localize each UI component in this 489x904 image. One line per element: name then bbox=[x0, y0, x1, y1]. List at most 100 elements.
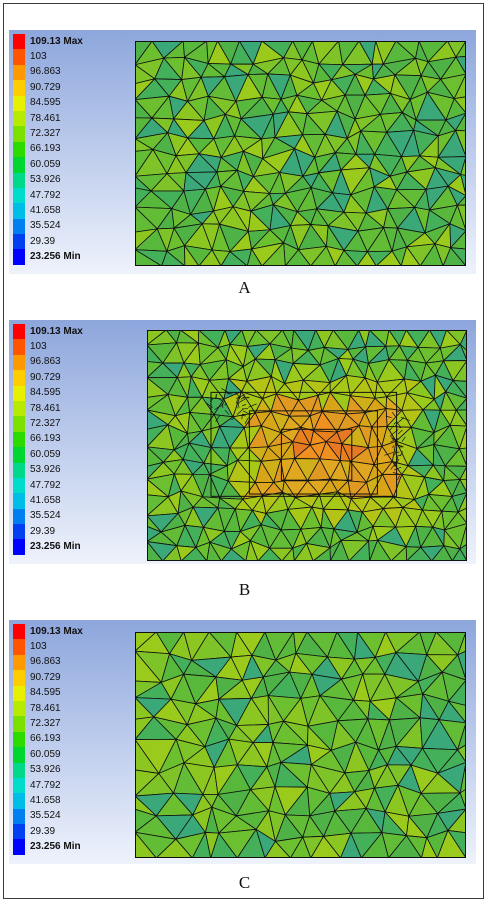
legend-entry: 41.658 bbox=[13, 493, 131, 509]
legend-swatch bbox=[13, 716, 25, 732]
legend-label: 60.059 bbox=[30, 448, 61, 460]
legend-label: 53.926 bbox=[30, 174, 61, 186]
legend-swatch bbox=[13, 203, 25, 219]
legend-label: 72.327 bbox=[30, 718, 61, 730]
legend-entry: 72.327 bbox=[13, 126, 131, 142]
legend-swatch bbox=[13, 416, 25, 432]
legend-label: 47.792 bbox=[30, 779, 61, 791]
legend-swatch bbox=[13, 777, 25, 794]
legend-swatch bbox=[13, 218, 25, 235]
legend-swatch bbox=[13, 524, 25, 540]
mesh-elements bbox=[147, 330, 467, 561]
legend-entry: 66.193 bbox=[13, 731, 131, 748]
result-panel-a: 109.13 Max 103 96.863 90.729 84.595 78.461 72.… bbox=[9, 30, 476, 274]
legend-label: 90.729 bbox=[30, 81, 61, 93]
legend-label: 66.193 bbox=[30, 143, 61, 155]
legend-entry: 53.926 bbox=[13, 762, 131, 778]
legend-label: 96.863 bbox=[30, 656, 61, 668]
legend-swatch bbox=[13, 172, 25, 188]
legend-entry: 72.327 bbox=[13, 716, 131, 732]
mesh-plot bbox=[135, 41, 466, 266]
legend-label: 29.39 bbox=[30, 825, 56, 837]
legend-label: 84.595 bbox=[30, 387, 61, 399]
legend-label: 78.461 bbox=[30, 402, 61, 414]
legend-swatch bbox=[13, 493, 25, 509]
legend-swatch bbox=[13, 731, 25, 748]
legend-entry: 53.926 bbox=[13, 172, 131, 188]
caption-a: A bbox=[238, 278, 251, 297]
legend-label: 103 bbox=[30, 51, 47, 63]
legend-entry: 66.193 bbox=[13, 431, 131, 448]
legend-entry: 103 bbox=[13, 339, 131, 355]
legend-entry: 109.13 Max bbox=[13, 34, 131, 50]
legend-label: 41.658 bbox=[30, 794, 61, 806]
legend-swatch bbox=[13, 354, 25, 371]
legend-label: 84.595 bbox=[30, 687, 61, 699]
legend-entry: 35.524 bbox=[13, 808, 131, 825]
legend-swatch bbox=[13, 670, 25, 686]
legend-entry: 29.39 bbox=[13, 824, 131, 840]
legend-entry: 90.729 bbox=[13, 670, 131, 686]
legend-entry: 109.13 Max bbox=[13, 624, 131, 640]
color-legend: 109.13 Max 103 96.863 90.729 84.595 78.461 72.… bbox=[13, 34, 131, 265]
legend-label: 41.658 bbox=[30, 494, 61, 506]
legend-swatch bbox=[13, 110, 25, 127]
legend-swatch bbox=[13, 539, 25, 555]
legend-entry: 47.792 bbox=[13, 777, 131, 794]
color-legend: 109.13 Max 103 96.863 90.729 84.595 78.461 72.… bbox=[13, 324, 131, 555]
legend-label: 78.461 bbox=[30, 112, 61, 124]
legend-entry: 29.39 bbox=[13, 234, 131, 250]
legend-label: 90.729 bbox=[30, 671, 61, 683]
legend-entry: 47.792 bbox=[13, 187, 131, 204]
legend-swatch bbox=[13, 370, 25, 386]
legend-entry: 90.729 bbox=[13, 80, 131, 96]
legend-swatch bbox=[13, 477, 25, 494]
legend-swatch bbox=[13, 187, 25, 204]
legend-entry: 84.595 bbox=[13, 385, 131, 401]
legend-entry: 103 bbox=[13, 49, 131, 65]
legend-label: 84.595 bbox=[30, 97, 61, 109]
legend-entry: 96.863 bbox=[13, 654, 131, 671]
legend-label: 47.792 bbox=[30, 479, 61, 491]
mesh-plot bbox=[135, 632, 466, 858]
legend-label: 103 bbox=[30, 341, 47, 353]
legend-label: 53.926 bbox=[30, 464, 61, 476]
legend-entry: 84.595 bbox=[13, 95, 131, 111]
legend-label: 103 bbox=[30, 641, 47, 653]
legend-entry: 53.926 bbox=[13, 462, 131, 478]
caption-b: B bbox=[238, 580, 251, 599]
legend-entry: 60.059 bbox=[13, 747, 131, 763]
legend-swatch bbox=[13, 49, 25, 65]
component-outline bbox=[205, 388, 410, 497]
legend-entry: 96.863 bbox=[13, 354, 131, 371]
legend-entry: 84.595 bbox=[13, 685, 131, 701]
legend-label: 29.39 bbox=[30, 525, 56, 537]
legend-swatch bbox=[13, 324, 25, 340]
legend-swatch bbox=[13, 34, 25, 50]
figure-frame bbox=[3, 3, 484, 899]
caption-c: C bbox=[238, 873, 251, 892]
legend-swatch bbox=[13, 639, 25, 655]
legend-label: 35.524 bbox=[30, 510, 61, 522]
legend-label: 60.059 bbox=[30, 748, 61, 760]
legend-label: 35.524 bbox=[30, 810, 61, 822]
legend-entry: 35.524 bbox=[13, 218, 131, 235]
legend-label: 66.193 bbox=[30, 433, 61, 445]
legend-label: 23.256 Min bbox=[30, 251, 81, 263]
legend-swatch bbox=[13, 462, 25, 478]
result-panel-b: 109.13 Max 103 96.863 90.729 84.595 78.461 72.… bbox=[9, 320, 476, 564]
legend-label: 53.926 bbox=[30, 764, 61, 776]
legend-label: 72.327 bbox=[30, 128, 61, 140]
legend-swatch bbox=[13, 447, 25, 463]
legend-entry: 72.327 bbox=[13, 416, 131, 432]
legend-entry: 47.792 bbox=[13, 477, 131, 494]
legend-swatch bbox=[13, 793, 25, 809]
legend-entry: 23.256 Min bbox=[13, 249, 131, 265]
legend-swatch bbox=[13, 339, 25, 355]
legend-entry: 78.461 bbox=[13, 110, 131, 127]
legend-swatch bbox=[13, 685, 25, 701]
mesh-plot bbox=[147, 330, 467, 561]
legend-entry: 41.658 bbox=[13, 793, 131, 809]
legend-swatch bbox=[13, 400, 25, 417]
legend-swatch bbox=[13, 508, 25, 525]
